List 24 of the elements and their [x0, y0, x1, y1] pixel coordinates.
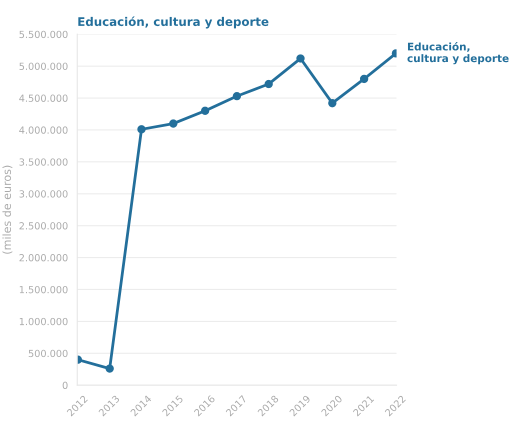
point: [137, 125, 146, 134]
y-tick-label: 1.000.000: [20, 318, 68, 326]
point: [328, 98, 336, 108]
point: [296, 54, 305, 63]
y-tick-label: 1.500.000: [20, 286, 68, 294]
y-tick-label: 0: [62, 382, 68, 390]
y-tick-label: 500.000: [28, 350, 68, 358]
point: [169, 119, 178, 128]
point: [106, 364, 114, 373]
series-label: Educación, cultura y deporte: [407, 42, 509, 64]
point: [232, 92, 242, 100]
y-axis-title: (miles de euros): [2, 166, 12, 254]
point: [360, 74, 368, 84]
y-tick-label: 4.000.000: [19, 126, 68, 134]
y-tick-label: 3.000.000: [19, 190, 68, 198]
y-tick-label: 4.500.000: [19, 94, 68, 102]
chart-title: Educación, cultura y deporte: [78, 16, 268, 28]
y-tick-label: 2.000.000: [19, 254, 68, 262]
y-tick-label: 2.500.000: [19, 222, 68, 230]
point: [264, 80, 273, 88]
point: [200, 106, 210, 115]
y-tick-label: 5.500.000: [19, 30, 68, 38]
y-tick-label: 3.500.000: [19, 158, 68, 166]
y-tick-label: 5.000.000: [19, 62, 68, 70]
